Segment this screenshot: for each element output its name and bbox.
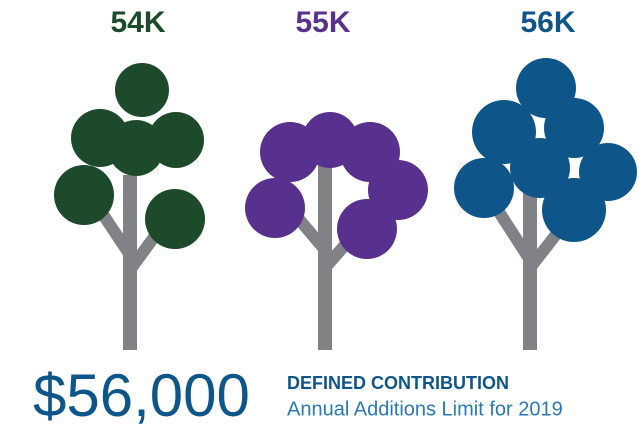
tree-label: 56K [520,6,575,39]
heading: DEFINED CONTRIBUTION [287,373,509,393]
tree: 56K [454,6,637,350]
tree-label: 54K [110,6,165,39]
amount: $56,000 [33,362,250,429]
infographic: 54K 55K 56K $56,000 DEFINED CONTRIBUTION Annu… [0,0,639,431]
page: {"trees": [ {"label": "54K", "color": "#… [0,0,639,431]
foliage [115,63,169,117]
tree: 54K [54,6,205,350]
foliage [108,120,164,176]
foliage [245,178,305,238]
foliage [54,165,114,225]
tree: 55K [245,6,428,350]
foliage [145,189,205,249]
foliage [542,178,606,242]
foliage [454,158,514,218]
subheading: Annual Additions Limit for 2019 [287,398,563,420]
tree-label: 55K [295,6,350,39]
foliage [337,199,397,259]
